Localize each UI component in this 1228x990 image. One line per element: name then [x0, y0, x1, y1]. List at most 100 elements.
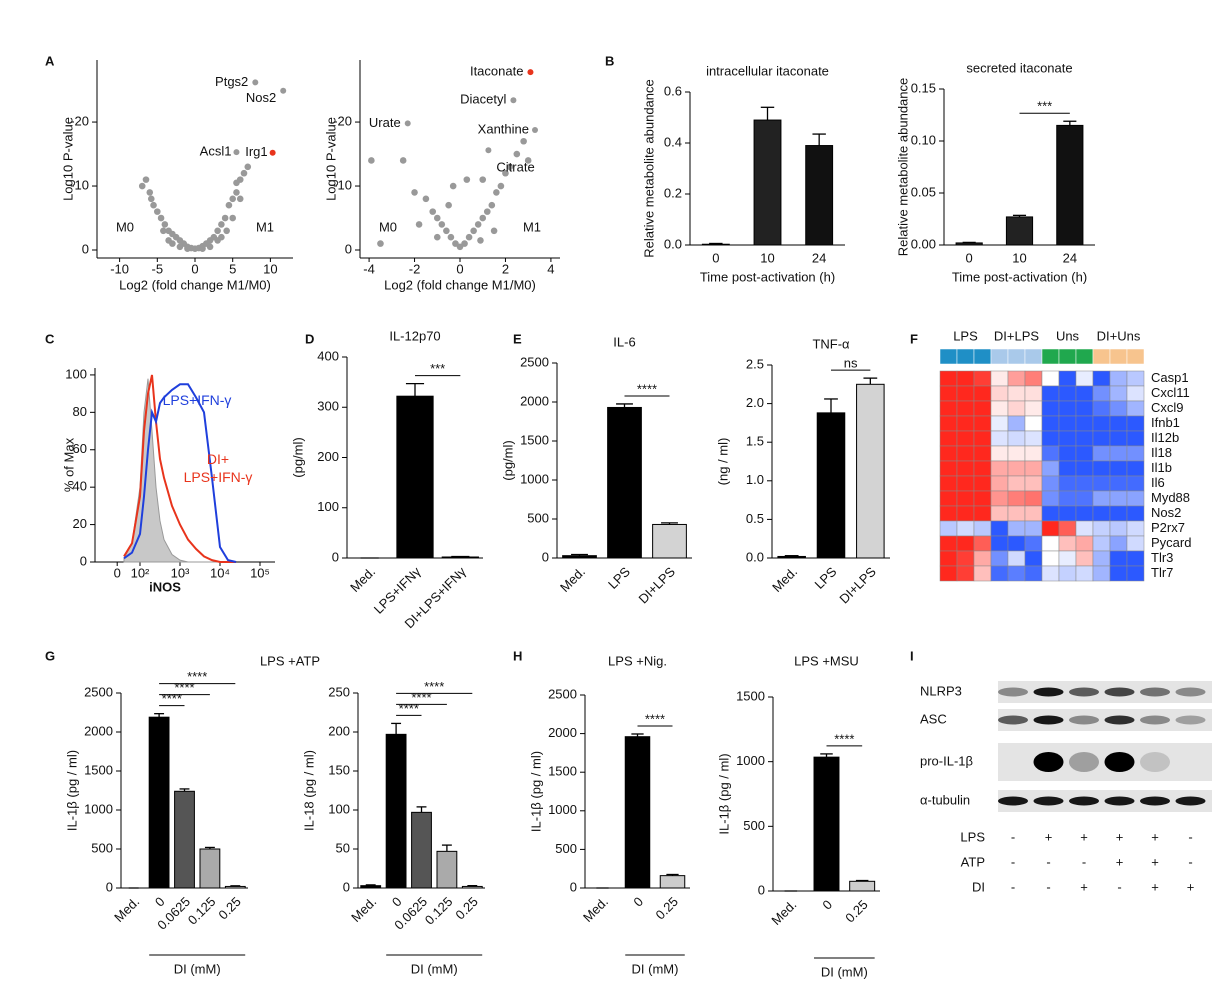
point	[157, 214, 165, 222]
group-label: DI+LPS	[994, 328, 1039, 343]
panel-letter: I	[910, 648, 914, 663]
heatmap-cell	[1007, 535, 1026, 552]
heatmap-cell	[1109, 385, 1128, 402]
y-tick-label: 0.10	[911, 132, 936, 147]
group-label: M1	[256, 219, 274, 234]
point	[206, 243, 214, 251]
heatmap-cell	[1075, 385, 1094, 402]
group-color	[1092, 348, 1111, 365]
heatmap-cell	[1041, 370, 1060, 387]
x-tick-label: LPS	[812, 564, 840, 592]
heatmap-cell	[1075, 400, 1094, 417]
y-axis-label: Relative metabolite abundance	[641, 79, 656, 258]
band	[1140, 796, 1170, 806]
band	[1104, 796, 1135, 806]
chart-title: intracellular itaconate	[706, 63, 829, 78]
labeled-point	[233, 149, 240, 156]
heatmap-cell	[990, 430, 1009, 447]
condition-mark: -	[1082, 854, 1086, 869]
heatmap-cell	[1092, 565, 1111, 582]
heatmap-cell	[1024, 370, 1043, 387]
y-tick-label: 200	[317, 449, 339, 464]
panel-letter: H	[513, 648, 522, 663]
y-tick-label: 500	[555, 841, 577, 856]
heatmap-cell	[1126, 445, 1145, 462]
x-tick-label: 0	[152, 894, 168, 910]
band	[1104, 715, 1135, 725]
blot-label: α-tubulin	[920, 792, 970, 807]
heatmap-cell	[956, 490, 975, 507]
heatmap-cell	[1075, 505, 1094, 522]
heatmap-cell	[939, 535, 958, 552]
y-tick-label: 0.5	[746, 511, 764, 526]
heatmap-cell	[1058, 385, 1077, 402]
y-tick-label: -20	[70, 113, 89, 128]
y-tick-label: 250	[328, 684, 350, 699]
heatmap-cell	[1041, 385, 1060, 402]
heatmap-cell	[1058, 505, 1077, 522]
heatmap-cell	[1109, 520, 1128, 537]
point	[244, 163, 252, 171]
y-tick-label: 2500	[520, 354, 549, 369]
heatmap-cell	[990, 385, 1009, 402]
point	[447, 233, 455, 241]
significance-label: ***	[430, 361, 445, 376]
significance-label: ****	[645, 711, 665, 726]
legend-label: LPS+IFN-γ	[162, 392, 232, 408]
x-tick-label: 0	[712, 250, 719, 265]
band	[1069, 715, 1099, 725]
heatmap-cell	[1126, 475, 1145, 492]
y-axis-label: IL-1β (pg / ml)	[716, 753, 731, 834]
y-tick-label: 0	[542, 549, 549, 564]
y-tick-label: 2000	[84, 723, 113, 738]
y-tick-label: 300	[317, 399, 339, 414]
labeled-point	[510, 97, 517, 104]
group-label: LPS	[953, 328, 978, 343]
y-axis-label: Log10 P-value	[60, 117, 75, 201]
x-axis-label: Log2 (fold change M1/M0)	[384, 277, 536, 292]
bar	[1056, 124, 1084, 246]
panel-letter: G	[45, 648, 55, 663]
x-tick-label: 0	[191, 261, 198, 276]
point	[493, 189, 500, 196]
heatmap-cell	[1058, 430, 1077, 447]
heatmap-cell	[1058, 445, 1077, 462]
bar	[659, 875, 686, 889]
heatmap-cell	[1007, 505, 1026, 522]
point	[433, 233, 441, 241]
heatmap-cell	[939, 490, 958, 507]
heatmap-cell	[956, 475, 975, 492]
heatmap-cell	[1075, 430, 1094, 447]
x-tick-label: 0.125	[422, 894, 456, 928]
point	[225, 201, 233, 209]
condition-mark: -	[1011, 829, 1015, 844]
band	[998, 687, 1028, 697]
point	[150, 201, 157, 209]
y-tick-label: 400	[317, 348, 339, 363]
heatmap-cell	[939, 505, 958, 522]
heatmap-cell	[1092, 550, 1111, 567]
heatmap-cell	[1007, 430, 1026, 447]
blot-label: NLRP3	[920, 683, 962, 698]
point	[490, 227, 498, 235]
heatmap-cell	[1041, 400, 1060, 417]
bar	[607, 406, 642, 559]
heatmap-cell	[990, 535, 1009, 552]
heatmap-cell	[939, 445, 958, 462]
point	[433, 214, 441, 222]
point	[463, 176, 471, 183]
heatmap-cell	[1007, 370, 1026, 387]
point	[165, 237, 172, 244]
y-tick-label: 0.00	[911, 236, 936, 251]
bar	[199, 848, 221, 889]
point	[524, 157, 532, 164]
heatmap-cell	[973, 430, 992, 447]
gene-label: Pycard	[1151, 535, 1191, 550]
significance-label: ****	[637, 381, 657, 396]
x-tick-label: 0.25	[842, 897, 871, 926]
y-tick-label: 20	[73, 516, 87, 531]
heatmap-cell	[1126, 535, 1145, 552]
condition-mark: +	[1116, 829, 1124, 844]
heatmap-cell	[1024, 565, 1043, 582]
point	[479, 214, 487, 222]
